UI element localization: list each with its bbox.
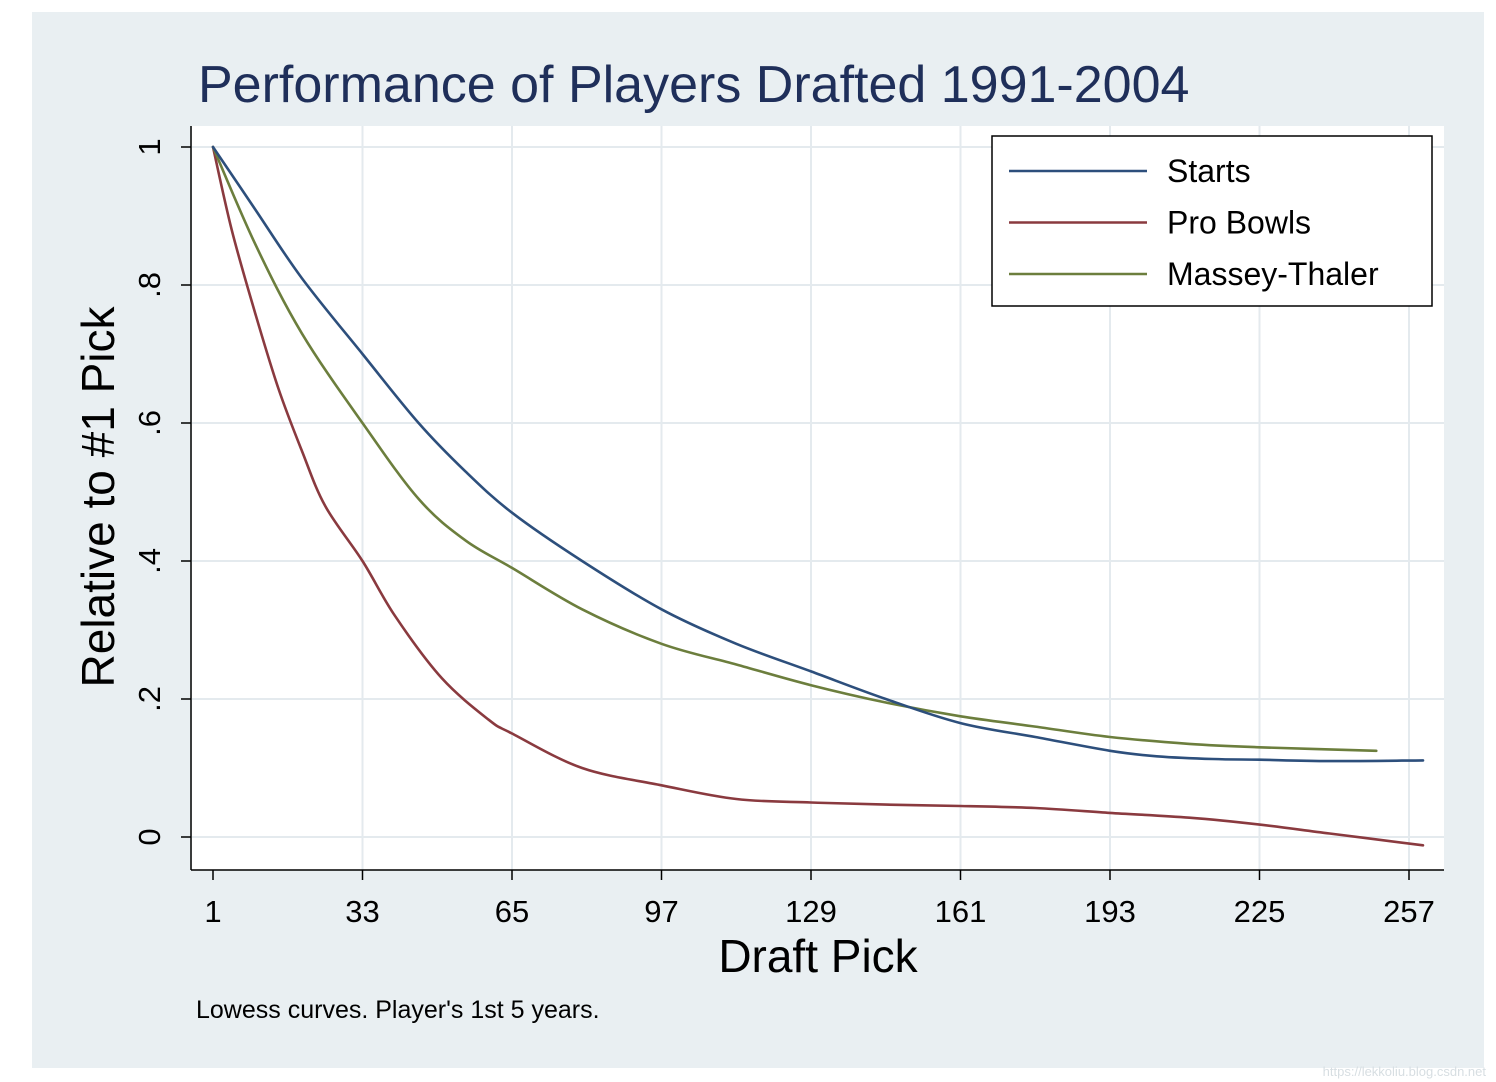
legend-label: Pro Bowls bbox=[1167, 205, 1311, 241]
y-tick-label: 0 bbox=[132, 828, 167, 845]
chart-title: Performance of Players Drafted 1991-2004 bbox=[198, 56, 1189, 114]
x-axis-label: Draft Pick bbox=[718, 930, 918, 982]
x-tick-label: 65 bbox=[495, 894, 529, 929]
x-tick-label: 257 bbox=[1383, 894, 1435, 929]
chart-note: Lowess curves. Player's 1st 5 years. bbox=[196, 996, 600, 1024]
x-tick-label: 161 bbox=[935, 894, 987, 929]
y-axis-label: Relative to #1 Pick bbox=[72, 306, 124, 688]
legend-items: Starts Pro Bowls Massey-Thaler bbox=[1009, 153, 1379, 292]
x-tick-label: 1 bbox=[204, 894, 221, 929]
series-lines bbox=[211, 145, 1425, 847]
y-tick-label: .2 bbox=[132, 686, 167, 712]
watermark-text: https://lekkoliu.blog.csdn.net bbox=[1323, 1064, 1487, 1079]
legend: Starts Pro Bowls Massey-Thaler bbox=[991, 135, 1433, 307]
x-tick-label: 129 bbox=[785, 894, 837, 929]
y-tick-label: 1 bbox=[132, 138, 167, 155]
x-tick-label: 33 bbox=[345, 894, 379, 929]
series-line-massey-thaler bbox=[211, 145, 1378, 753]
x-tick-label: 225 bbox=[1234, 894, 1286, 929]
x-tick-label: 97 bbox=[644, 894, 678, 929]
y-tick-label: .4 bbox=[132, 548, 167, 574]
x-tick-label: 193 bbox=[1084, 894, 1136, 929]
legend-box bbox=[991, 135, 1433, 307]
x-ticks: 1 33 65 97 129 161 193 225 257 bbox=[204, 870, 1435, 929]
y-ticks: 0 .2 .4 .6 .8 1 bbox=[132, 138, 191, 846]
legend-label: Starts bbox=[1167, 153, 1251, 189]
y-tick-label: .8 bbox=[132, 272, 167, 298]
legend-label: Massey-Thaler bbox=[1167, 256, 1379, 292]
series-line-starts bbox=[211, 145, 1425, 763]
series-line-pro-bowls bbox=[211, 145, 1425, 847]
y-tick-label: .6 bbox=[132, 410, 167, 436]
